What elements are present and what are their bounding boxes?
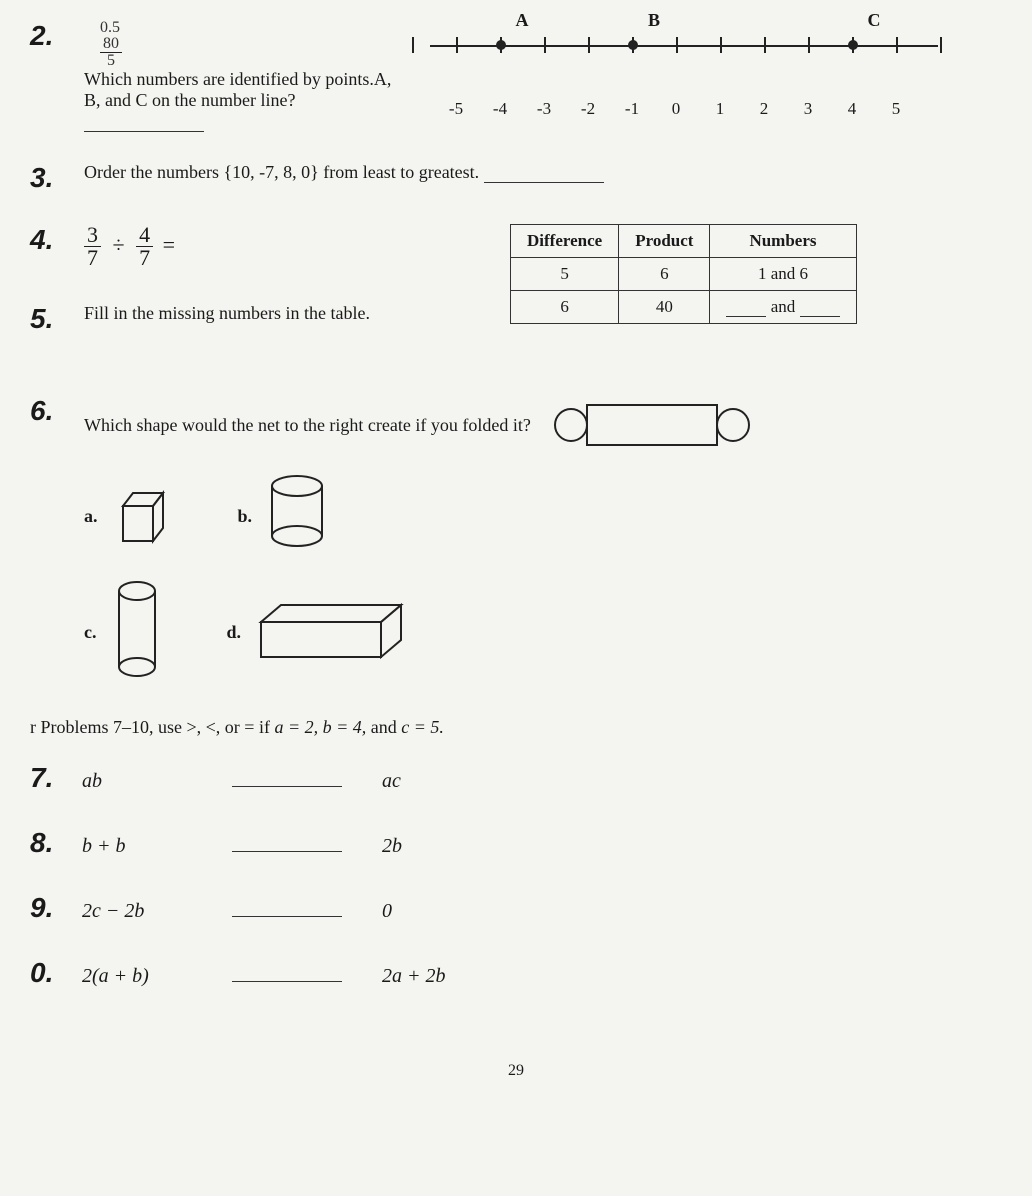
tall-cylinder-icon [107, 577, 167, 687]
answer-blank[interactable] [84, 114, 204, 132]
problem-4: 4. 3 7 ÷ 4 7 = [30, 224, 450, 269]
problem-3: 3. Order the numbers {10, -7, 8, 0} from… [30, 162, 1002, 194]
short-cylinder-icon [262, 471, 332, 561]
table-row: 5 6 1 and 6 [511, 258, 857, 291]
tick-label: -5 [434, 99, 478, 119]
lhs-expression: 2c − 2b [82, 900, 192, 923]
problem-7: 7. ab ac [30, 762, 1002, 827]
answer-blank[interactable] [232, 899, 342, 917]
answer-blank[interactable] [232, 834, 342, 852]
question-text: Which numbers are identified by points.A… [84, 69, 391, 110]
problem-number: 4. [30, 224, 66, 256]
problem-8: 8. b + b 2b [30, 827, 1002, 892]
option-c[interactable]: c. [84, 577, 167, 687]
point-label-b: B [632, 10, 676, 31]
table-row: 6 40 and [511, 291, 857, 324]
point-dot-b [628, 40, 638, 50]
handwritten-frac-bot: 5 [100, 53, 122, 69]
problem-number: 8. [30, 827, 66, 859]
col-header: Difference [511, 225, 619, 258]
tick-label: 0 [654, 99, 698, 119]
question-text: Order the numbers {10, -7, 8, 0} from le… [84, 162, 479, 182]
fraction-1: 3 7 [84, 224, 101, 269]
tick-label: -3 [522, 99, 566, 119]
handwritten-decimal: 0.5 [100, 19, 120, 36]
point-label-a: A [500, 10, 544, 31]
tick-label: 4 [830, 99, 874, 119]
data-table: Difference Product Numbers 5 6 1 and 6 6… [510, 224, 857, 324]
problem-number: 7. [30, 762, 66, 794]
rhs-expression: 2b [382, 835, 402, 858]
problem-10: 0. 2(a + b) 2a + 2b [30, 957, 1002, 1022]
tick-label: 2 [742, 99, 786, 119]
answer-blank[interactable] [484, 165, 604, 183]
section-instructions: r Problems 7–10, use >, <, or = if a = 2… [30, 717, 1002, 738]
rhs-expression: 2a + 2b [382, 965, 446, 988]
lhs-expression: b + b [82, 835, 192, 858]
tick-label: -4 [478, 99, 522, 119]
option-b[interactable]: b. [238, 471, 333, 561]
table-cell: 6 [619, 258, 710, 291]
problem-number: 5. [30, 303, 66, 335]
problem-number: 6. [30, 395, 66, 427]
lhs-expression: 2(a + b) [82, 965, 192, 988]
option-label: d. [227, 622, 242, 643]
option-d[interactable]: d. [227, 597, 422, 667]
answer-blank[interactable] [232, 769, 342, 787]
answer-blank[interactable] [232, 964, 342, 982]
table-cell: 6 [511, 291, 619, 324]
problem-number: 2. [30, 20, 66, 52]
option-a[interactable]: a. [84, 481, 178, 551]
handwritten-frac-top: 80 [100, 36, 122, 53]
problem-number: 9. [30, 892, 66, 924]
option-label: a. [84, 506, 98, 527]
tick-label: -1 [610, 99, 654, 119]
problem-5: 5. Fill in the missing numbers in the ta… [30, 303, 450, 335]
problem-6: 6. Which shape would the net to the righ… [30, 395, 1002, 687]
point-dot-a [496, 40, 506, 50]
lhs-expression: ab [82, 770, 192, 793]
question-text: Fill in the missing numbers in the table… [84, 303, 370, 323]
point-label-c: C [852, 10, 896, 31]
table-cell: 5 [511, 258, 619, 291]
tick-label: -2 [566, 99, 610, 119]
option-label: b. [238, 506, 253, 527]
col-header: Product [619, 225, 710, 258]
option-label: c. [84, 622, 97, 643]
table-cell-blank[interactable]: and [710, 291, 856, 324]
handwritten-annotation: 0.5 80 5 [100, 20, 404, 69]
rect-prism-icon [251, 597, 421, 667]
problem-number: 0. [30, 957, 66, 989]
operator: ÷ [113, 232, 125, 257]
cube-icon [108, 481, 178, 551]
net-diagram [551, 395, 771, 455]
tick-label: 1 [698, 99, 742, 119]
table-cell: 40 [619, 291, 710, 324]
table-header-row: Difference Product Numbers [511, 225, 857, 258]
col-header: Numbers [710, 225, 856, 258]
tick-label: 3 [786, 99, 830, 119]
point-dot-c [848, 40, 858, 50]
table-cell: 1 and 6 [710, 258, 856, 291]
equals: = [163, 232, 175, 257]
problem-9: 9. 2c − 2b 0 [30, 892, 1002, 957]
problem-number: 3. [30, 162, 66, 194]
tick-label: 5 [874, 99, 918, 119]
problem-2: 2. 0.5 80 5 Which numbers are identified… [30, 20, 1002, 132]
number-line: A B C -5-4-3-2-1012345 [424, 10, 944, 119]
rhs-expression: 0 [382, 900, 392, 923]
rhs-expression: ac [382, 770, 401, 793]
question-text: Which shape would the net to the right c… [84, 415, 531, 436]
fraction-2: 4 7 [136, 224, 153, 269]
page-number: 29 [30, 1062, 1002, 1080]
